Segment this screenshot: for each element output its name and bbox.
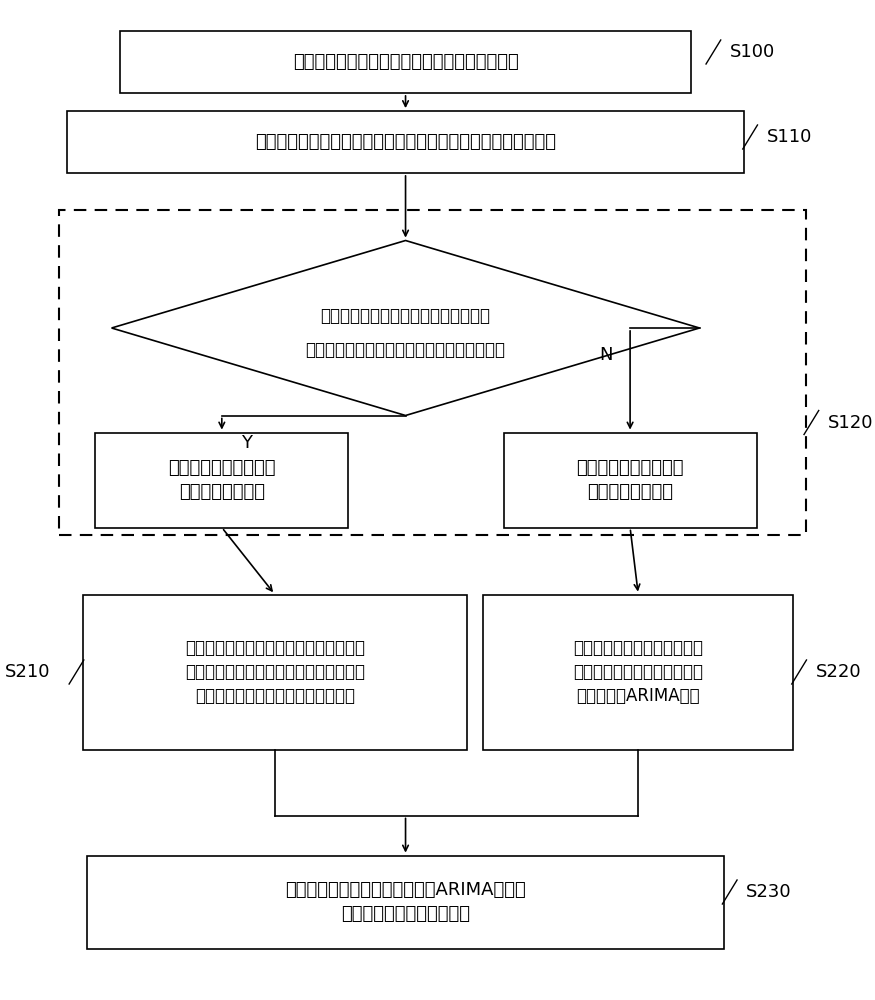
Text: S110: S110 (766, 128, 812, 146)
Text: S100: S100 (730, 43, 775, 61)
Bar (95, 432, 348, 527)
Text: S210: S210 (5, 663, 51, 681)
Bar (483, 594, 794, 750)
Text: 在预设检测时间周期内是否达到预设消费次数: 在预设检测时间周期内是否达到预设消费次数 (305, 341, 506, 359)
Text: Y: Y (241, 434, 252, 452)
Text: N: N (598, 346, 612, 364)
Text: 判断当前消费者在当前商家的消费次数: 判断当前消费者在当前商家的消费次数 (320, 307, 491, 325)
Text: S220: S220 (816, 663, 861, 681)
Bar (503, 432, 757, 527)
Text: S120: S120 (828, 414, 873, 432)
Text: 根据所述特征属性信息和各个商家对应的
固定消费者的用户消费数据，构建各个商
家对应的各个固定用户的决策树模型: 根据所述特征属性信息和各个商家对应的 固定消费者的用户消费数据，构建各个商 家对… (185, 639, 365, 705)
Text: 判定当前消费者是当前
商家的随机消费者: 判定当前消费者是当前 商家的随机消费者 (577, 459, 684, 501)
Text: 根据所述用户消费数据，统计各个消费者在各个商家的消费次数: 根据所述用户消费数据，统计各个消费者在各个商家的消费次数 (255, 133, 556, 151)
Text: 根据各个商家对应的随机消费
者的用户消费数据，构建各个
商家的目标ARIMA模型: 根据各个商家对应的随机消费 者的用户消费数据，构建各个 商家的目标ARIMA模型 (573, 639, 704, 705)
Polygon shape (112, 240, 699, 416)
Text: 通过所述决策树模型和所述目标ARIMA模型，
预测各个商家未来的客流量: 通过所述决策树模型和所述目标ARIMA模型， 预测各个商家未来的客流量 (285, 881, 526, 923)
Bar (88, 855, 724, 948)
Text: S230: S230 (746, 883, 792, 901)
Text: 获取用户消费数据和影响客流量的特征属性信息: 获取用户消费数据和影响客流量的特征属性信息 (292, 53, 518, 71)
Text: 判定当前消费者是当前
商家的固定消费者: 判定当前消费者是当前 商家的固定消费者 (168, 459, 276, 501)
Bar (83, 594, 466, 750)
Bar (66, 111, 745, 173)
Bar (120, 31, 691, 93)
Bar (59, 210, 806, 535)
